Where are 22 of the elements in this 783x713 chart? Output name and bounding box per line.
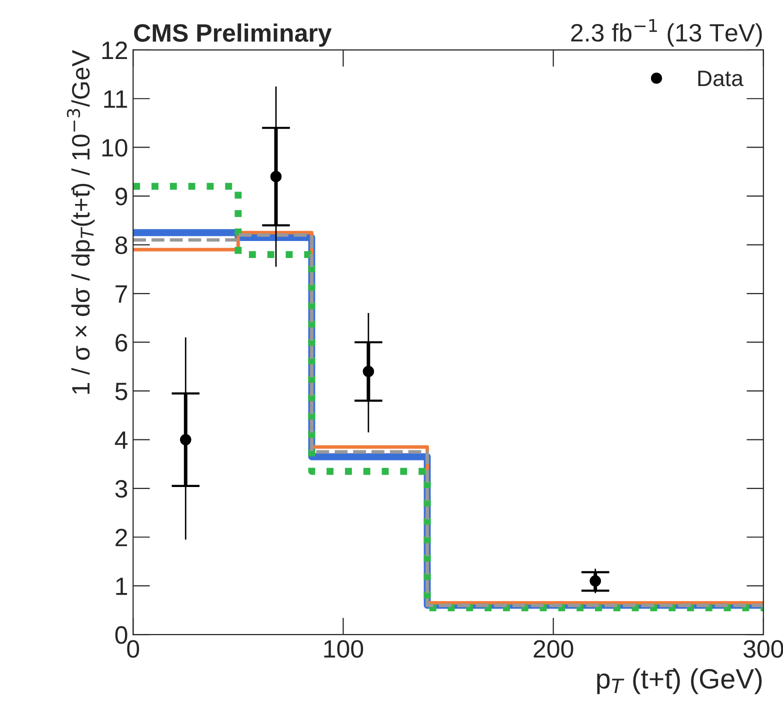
y-tick-label: 2 [116,528,127,546]
y-tick-label: 11 [104,90,128,108]
chart-subtitle: 2.3 fb$^{−1}$ (13 TeV) [571,19,762,47]
x-tick-label: 100 [324,640,364,658]
y-tick-label: 4 [114,432,128,449]
x-tick-label: 0 [127,640,140,658]
y-tick-label: 0 [115,626,128,644]
y-tick-label: 8 [115,236,128,254]
x-axis-title: p$_{T}$ (t+t̄) (GeV) [597,668,762,694]
x-tick-label: 300 [744,640,783,658]
y-tick-label: 5 [115,382,128,400]
y-tick-label: 9 [116,188,128,206]
y-tick-label: 6 [116,334,128,352]
y-tick-label: 3 [115,480,128,498]
y-axis-title: 1 / σ × dσ / dp$_{T}$(t+t̄) / 10$^{−3}$/GeV [66,50,95,394]
chart-title: CMS Preliminary [134,23,332,47]
x-tick-label: 200 [534,640,574,658]
y-tick-label: 10 [102,138,128,157]
y-tick-label: 1 [116,578,128,595]
y-tick-label: 7 [116,285,127,303]
y-tick-label: 12 [102,42,127,59]
legend-label: Data [698,70,744,86]
